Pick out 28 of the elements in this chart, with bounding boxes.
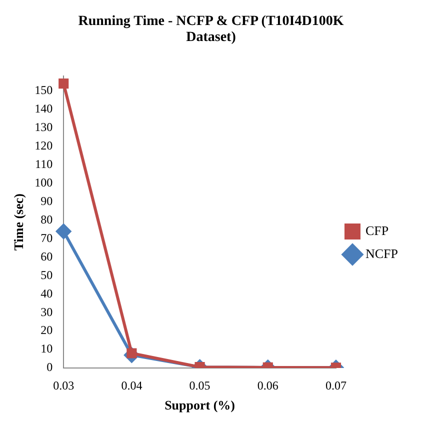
x-tick-label: 0.04	[121, 378, 142, 392]
y-tick-label: 40	[40, 286, 53, 300]
y-tick-label: 110	[35, 157, 53, 172]
legend-label: CFP	[365, 222, 389, 238]
x-axis-title: Support (%)	[164, 398, 236, 413]
y-tick-label: 20	[40, 323, 53, 338]
y-tick-label: 150	[34, 83, 53, 98]
legend-label: NCFP	[365, 246, 398, 261]
y-tick-label: 90	[40, 194, 53, 208]
y-tick-label: 140	[34, 102, 53, 116]
y-tick-label: 10	[40, 342, 53, 356]
y-tick-label: 60	[40, 249, 53, 264]
x-tick-label: 0.07	[325, 378, 346, 392]
y-tick-label: 120	[34, 138, 53, 153]
y-tick-label: 30	[40, 304, 53, 319]
point	[58, 78, 69, 89]
point	[56, 224, 72, 239]
x-tick-label: 0.06	[257, 378, 278, 392]
y-axis-title: Time (sec)	[11, 194, 26, 251]
y-tick-label: 80	[40, 212, 53, 226]
y-tick-label: 100	[34, 175, 53, 190]
y-tick-label: 70	[40, 230, 53, 245]
y-tick-label: 50	[40, 268, 53, 282]
y-tick-label: 0	[46, 360, 53, 374]
chart-title: Running Time - NCFP & CFP (T10I4D100K Dataset)	[77, 13, 345, 47]
y-tick-label: 130	[34, 120, 53, 134]
x-tick-label: 0.03	[53, 378, 74, 392]
x-tick-label: 0.05	[189, 378, 210, 392]
